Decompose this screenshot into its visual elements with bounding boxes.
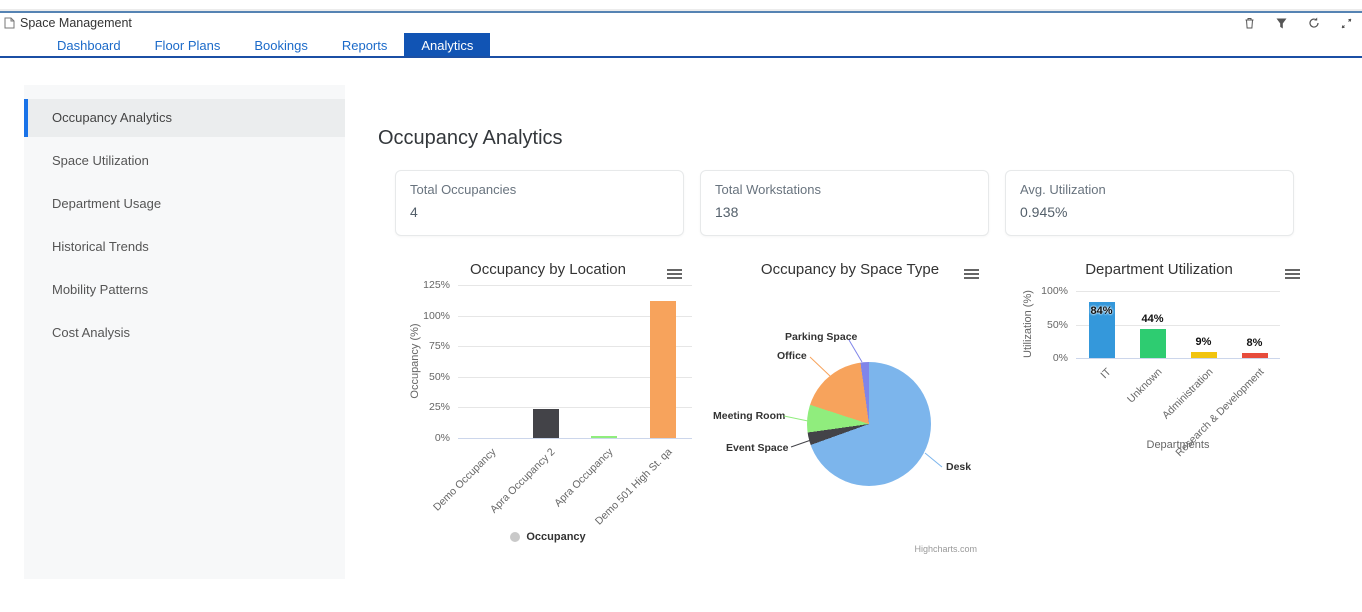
bar-Apra Occupancy[interactable]	[591, 435, 618, 438]
bar-Apra Occupancy 2[interactable]	[532, 408, 559, 438]
window-actions	[1242, 15, 1354, 31]
bar-data-label: 84%	[1090, 304, 1113, 317]
pie-slice-label-office: Office	[777, 350, 807, 362]
y-axis-tick-label: 50%	[428, 370, 450, 383]
y-axis-tick-label: 25%	[428, 401, 450, 414]
filter-icon[interactable]	[1274, 16, 1289, 31]
x-axis-line	[458, 438, 692, 439]
card-value: 0.945%	[1020, 204, 1068, 220]
x-axis-category-label: Demo 501 High St. qa	[592, 446, 675, 528]
bar-IT[interactable]	[1088, 301, 1115, 358]
widget-icon	[4, 17, 15, 29]
chart-legend: Occupancy	[400, 531, 696, 543]
sidebar-item-cost-analysis[interactable]: Cost Analysis	[52, 325, 131, 340]
x-axis-category-label: Administration	[1159, 366, 1215, 422]
hamburger-menu-icon[interactable]	[665, 265, 684, 283]
x-axis-category-label: IT	[1097, 366, 1113, 382]
y-axis-tick-label: 0%	[434, 432, 450, 444]
card-value: 138	[715, 204, 739, 220]
tab-dashboard[interactable]: Dashboard	[57, 38, 121, 53]
highcharts-credit-link[interactable]: Highcharts.com	[914, 544, 977, 554]
card-total-workstations: Total Workstations 138	[700, 170, 989, 236]
gridline	[1076, 324, 1280, 326]
x-axis-category-label: Apra Occupancy 2	[487, 446, 558, 516]
hamburger-menu-icon[interactable]	[962, 265, 981, 283]
chart-occupancy-by-space-type: Occupancy by Space Type Highcharts.com D…	[705, 255, 995, 575]
bar-data-label: 9%	[1195, 335, 1212, 348]
card-value: 4	[410, 204, 418, 220]
card-label: Avg. Utilization	[1020, 182, 1106, 197]
card-label: Total Workstations	[715, 182, 821, 197]
gridline	[458, 346, 692, 348]
expand-icon[interactable]	[1339, 16, 1354, 31]
legend-label: Occupancy	[526, 531, 586, 543]
page-title: Occupancy Analytics	[378, 127, 563, 149]
chart-occupancy-by-location: Occupancy by Location 0% 25% 50% 75% 100% 125…	[400, 255, 696, 575]
y-axis-tick-label: 125%	[423, 279, 450, 291]
pie-slice-label-meeting-room: Meeting Room	[713, 410, 786, 422]
y-axis-tick-label: 75%	[428, 340, 450, 353]
y-axis-tick-label: 100%	[1041, 285, 1068, 297]
tab-analytics[interactable]: Analytics	[404, 33, 491, 56]
card-avg-utilization: Avg. Utilization 0.945%	[1005, 170, 1294, 236]
tab-bar: Dashboard Floor Plans Bookings Reports A…	[0, 33, 1362, 58]
bar-data-label: 44%	[1141, 312, 1164, 325]
app-title: Space Management	[20, 16, 132, 30]
tab-reports[interactable]: Reports	[341, 38, 388, 53]
tab-floor-plans[interactable]: Floor Plans	[154, 38, 221, 53]
legend-marker-icon	[510, 532, 521, 542]
x-axis-title: Departments	[1146, 439, 1210, 451]
sidebar-item-department-usage[interactable]: Department Usage	[52, 196, 162, 211]
sidebar-item-space-utilization[interactable]: Space Utilization	[52, 153, 149, 168]
chart-department-utilization: Department Utilization 0% 50% 100% 84% IT 44%…	[1008, 255, 1310, 575]
x-axis-line	[1076, 358, 1280, 359]
pie-occupancy-by-space-type[interactable]	[807, 362, 931, 486]
card-label: Total Occupancies	[410, 182, 517, 197]
pie-slice-label-desk: Desk	[946, 461, 972, 473]
x-axis-category-label: Unknown	[1124, 366, 1164, 406]
sidebar: Occupancy Analytics Space Utilization De…	[24, 85, 345, 579]
x-axis-category-label: Demo Occupancy	[431, 446, 499, 514]
hamburger-menu-icon[interactable]	[1283, 265, 1302, 283]
window-top-accent	[0, 11, 1362, 13]
gridline	[458, 407, 692, 409]
main-content: Occupancy Analytics Total Occupancies 4 …	[378, 85, 1338, 612]
title-bar: Space Management	[0, 13, 1362, 33]
card-total-occupancies: Total Occupancies 4	[395, 170, 684, 236]
sidebar-item-mobility-patterns[interactable]: Mobility Patterns	[52, 282, 149, 297]
stat-cards: Total Occupancies 4 Total Workstations 1…	[395, 170, 1294, 236]
trash-icon[interactable]	[1242, 15, 1257, 31]
pie-slice-label-parking-space: Parking Space	[785, 331, 858, 343]
x-axis-category-label: Research & Development	[1172, 366, 1266, 460]
y-axis-title: Utilization (%)	[1022, 289, 1034, 358]
chart-title: Occupancy by Space Type	[760, 261, 940, 278]
bar-data-label: 8%	[1246, 336, 1263, 349]
gridline	[1076, 291, 1280, 292]
bar-Unknown[interactable]	[1139, 328, 1166, 358]
y-axis-tick-label: 50%	[1046, 318, 1068, 331]
gridline	[458, 376, 692, 378]
chart-title: Department Utilization	[1085, 261, 1233, 278]
y-axis-tick-label: 100%	[423, 309, 450, 322]
y-axis-tick-label: 0%	[1052, 352, 1068, 364]
pie-slice-label-event-space: Event Space	[726, 442, 789, 454]
sidebar-item-historical-trends[interactable]: Historical Trends	[52, 239, 149, 254]
gridline	[458, 315, 692, 317]
y-axis-title: Occupancy (%)	[409, 322, 421, 399]
window-top-divider	[0, 9, 1362, 11]
refresh-icon[interactable]	[1306, 15, 1322, 31]
chart-title: Occupancy by Location	[470, 261, 626, 278]
legend-item-occupancy[interactable]: Occupancy	[510, 531, 586, 543]
sidebar-item-occupancy-analytics[interactable]: Occupancy Analytics	[24, 99, 345, 137]
bar-Administration[interactable]	[1190, 351, 1217, 358]
bar-Research & Development[interactable]	[1241, 352, 1268, 358]
bar-Demo 501 High St. qa[interactable]	[649, 300, 676, 438]
x-axis-category-label: Apra Occupancy	[552, 446, 616, 510]
tab-bookings[interactable]: Bookings	[254, 38, 308, 53]
gridline	[458, 285, 692, 286]
